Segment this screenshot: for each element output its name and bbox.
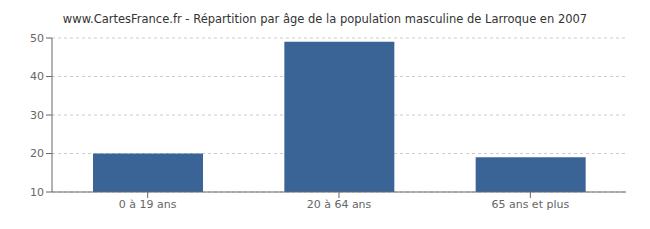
svg-text:65 ans et plus: 65 ans et plus — [491, 198, 569, 211]
svg-text:40: 40 — [30, 70, 44, 83]
svg-text:50: 50 — [30, 32, 44, 45]
svg-text:30: 30 — [30, 109, 44, 122]
svg-text:20 à 64 ans: 20 à 64 ans — [307, 198, 372, 211]
svg-text:0 à 19 ans: 0 à 19 ans — [119, 198, 177, 211]
html-text:www.CartesFrance.fr - Répartit: www.CartesFrance.fr - Répartition par âg… — [62, 12, 588, 26]
svg-text:20: 20 — [30, 147, 44, 160]
svg-text:10: 10 — [30, 186, 44, 199]
